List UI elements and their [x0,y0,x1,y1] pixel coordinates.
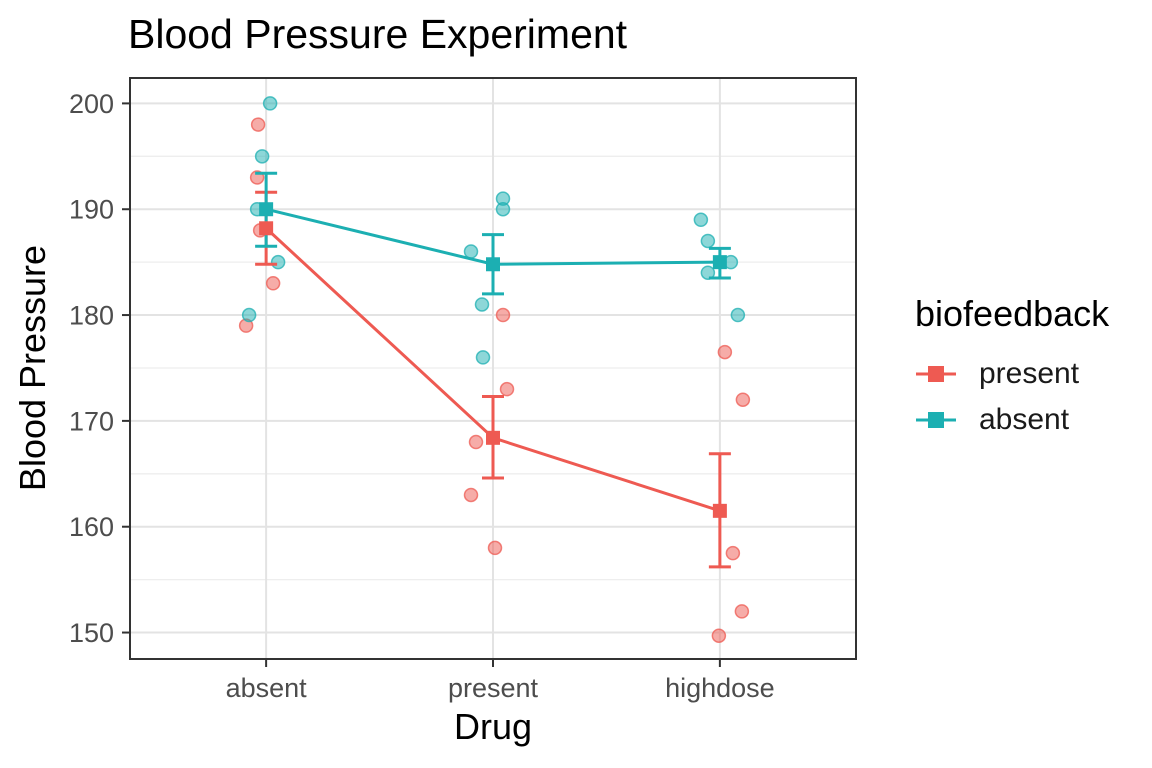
y-tick-label: 200 [69,89,114,119]
jitter-point-absent [262,96,278,111]
jitter-point-present [265,276,281,291]
jitter-point-present [734,604,750,619]
mean-point-present [259,221,274,236]
mean-point-absent [259,202,274,217]
mean-point-absent [486,257,500,272]
jitter-point-absent [474,297,490,312]
y-tick-label: 160 [69,512,114,542]
jitter-point-absent [270,254,286,270]
x-tick-label: highdose [665,673,775,703]
jitter-point-absent [241,307,257,323]
mean-point-present [712,503,727,518]
jitter-point-present [499,381,515,397]
jitter-point-present [487,540,503,556]
y-axis-title: Blood Pressure [12,244,53,492]
jitter-point-absent [495,201,511,217]
y-tick-label: 170 [69,406,114,436]
jitter-point-absent [730,307,746,323]
x-tick-label: absent [226,673,308,703]
jitter-point-present [463,487,479,503]
y-tick-label: 190 [69,195,114,225]
jitter-point-present [735,392,751,407]
x-tick-label: present [448,673,539,703]
jitter-point-present [468,434,484,450]
mean-point-absent [712,255,727,270]
jitter-point-present [250,117,266,132]
jitter-point-present [717,344,733,360]
legend: biofeedback present absent [915,293,1109,443]
mean-point-present [486,430,500,445]
legend-key-absent-icon [916,412,956,428]
jitter-point-absent [700,233,716,249]
jitter-point-present [711,628,727,643]
legend-label-present: present [979,357,1080,390]
legend-entry-present: present [915,351,1109,397]
legend-label-absent: absent [979,403,1070,436]
jitter-point-present [495,307,511,323]
jitter-point-absent [475,350,491,365]
legend-key-present-icon [916,366,956,382]
jitter-point-absent [254,149,270,164]
jitter-point-absent [693,212,709,228]
y-tick-label: 180 [69,301,114,331]
jitter-point-present [725,545,741,561]
jitter-point-absent [463,244,479,259]
jitter-point-absent [700,265,716,280]
legend-title: biofeedback [915,293,1110,334]
y-tick-label: 150 [69,618,114,648]
chart-title: Blood Pressure Experiment [128,11,628,57]
x-axis-title: Drug [453,706,533,747]
legend-entry-absent: absent [915,397,1109,443]
panel-border [129,77,857,660]
